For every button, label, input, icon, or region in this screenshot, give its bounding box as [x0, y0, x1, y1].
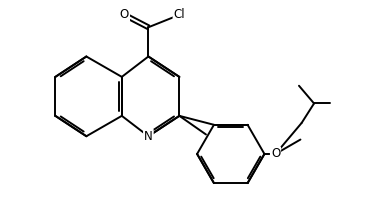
Text: O: O [120, 8, 129, 21]
Text: O: O [271, 147, 280, 160]
Text: Cl: Cl [173, 8, 185, 21]
Text: N: N [144, 130, 153, 143]
